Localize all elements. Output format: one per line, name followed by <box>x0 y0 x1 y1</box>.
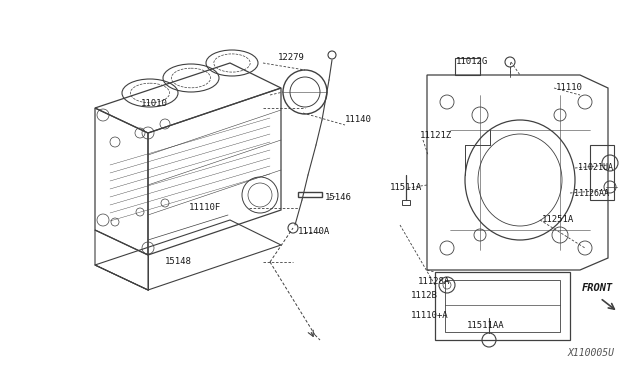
Text: 11110+A: 11110+A <box>411 311 449 321</box>
Text: 11012G: 11012G <box>456 58 488 67</box>
Text: 11121Z: 11121Z <box>420 131 452 140</box>
Text: 11251A: 11251A <box>542 215 574 224</box>
Text: 11110: 11110 <box>556 83 583 93</box>
Text: 12279: 12279 <box>278 54 305 62</box>
Text: 11511AA: 11511AA <box>467 321 504 330</box>
Text: 11126AA: 11126AA <box>574 189 609 198</box>
Text: 1112B: 1112B <box>411 292 438 301</box>
Text: 11021UA: 11021UA <box>578 164 613 173</box>
Text: 15148: 15148 <box>165 257 192 266</box>
Text: 11140: 11140 <box>345 115 372 125</box>
Text: 15146: 15146 <box>325 193 352 202</box>
Text: X110005U: X110005U <box>568 348 615 358</box>
Text: 11010: 11010 <box>141 99 168 108</box>
Text: 11110F: 11110F <box>189 202 221 212</box>
Text: 11128A: 11128A <box>418 278 451 286</box>
Text: 11511A: 11511A <box>390 183 422 192</box>
Text: 11140A: 11140A <box>298 228 330 237</box>
Text: FRONT: FRONT <box>582 283 613 293</box>
